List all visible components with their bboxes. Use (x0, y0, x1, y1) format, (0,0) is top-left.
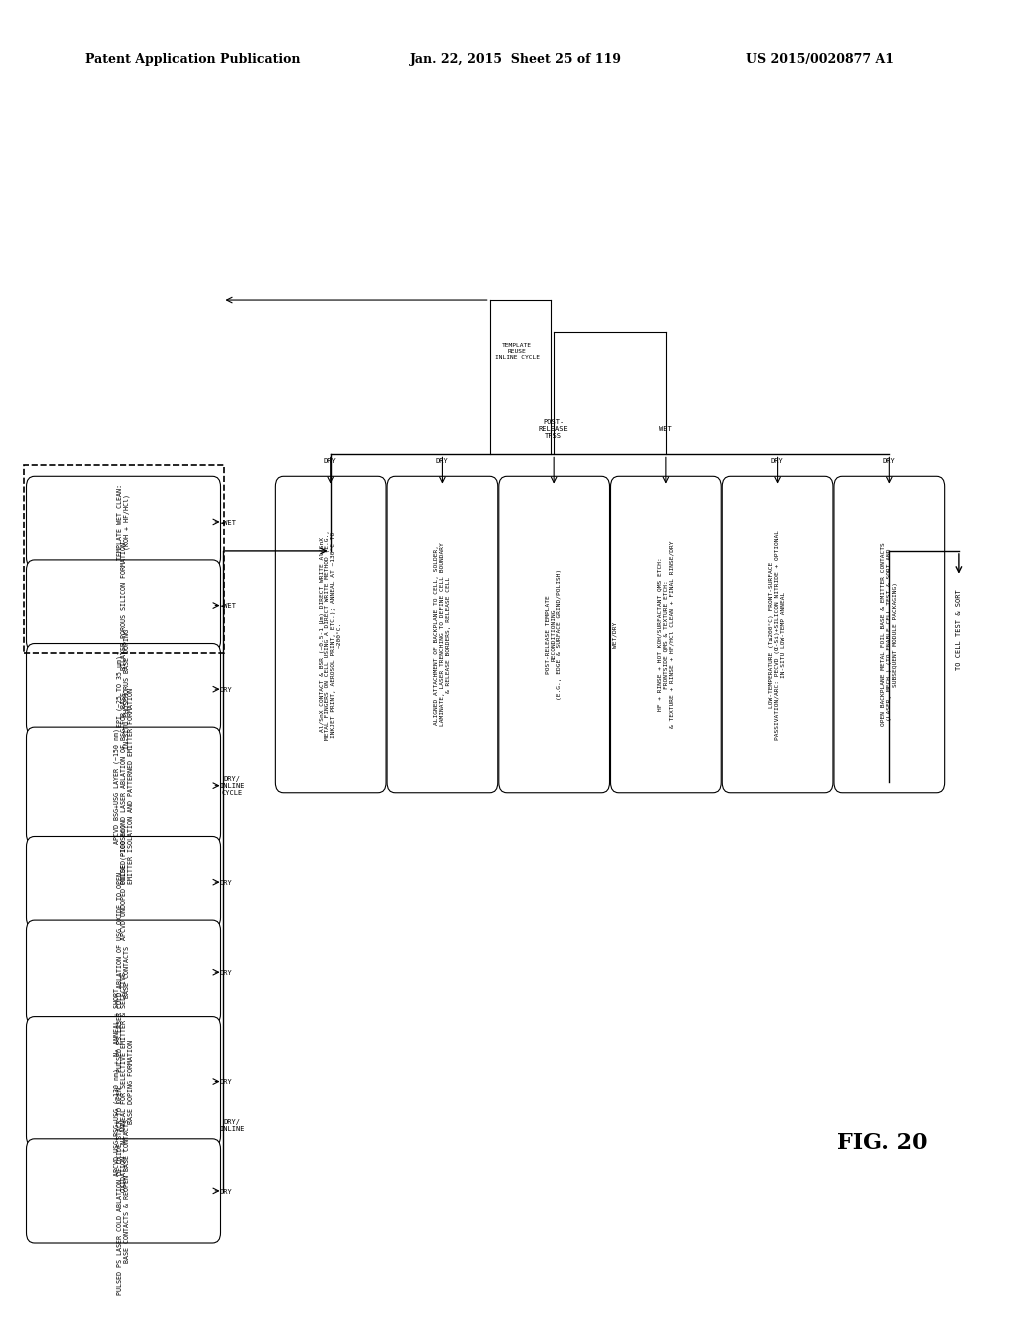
Text: DRY: DRY (219, 880, 232, 886)
Text: PULSED PS LASER COLD ABLATION OF OXIDE STACK TO OPEN
BASE CONTACTS & REOPEN BASE: PULSED PS LASER COLD ABLATION OF OXIDE S… (117, 1086, 130, 1295)
FancyBboxPatch shape (387, 477, 498, 793)
Text: BILAYER POROUS SILICON FORMATION: BILAYER POROUS SILICON FORMATION (121, 541, 127, 669)
FancyBboxPatch shape (27, 560, 220, 651)
Text: APCVD UNDOPED OXIDE (~100 nm): APCVD UNDOPED OXIDE (~100 nm) (120, 824, 127, 940)
Text: TO CELL TEST & SORT: TO CELL TEST & SORT (955, 590, 962, 671)
Text: OPEN BACKPLANE METAL FOIL BASE & EMITTER CONTACTS
(LASER, MECH.) (TO ENABLE CELL: OPEN BACKPLANE METAL FOIL BASE & EMITTER… (881, 543, 898, 726)
FancyBboxPatch shape (27, 1016, 220, 1147)
Text: DRY: DRY (219, 970, 232, 975)
Text: TEMPLATE WET CLEAN:
(KOH + HF/HCl): TEMPLATE WET CLEAN: (KOH + HF/HCl) (117, 484, 130, 560)
Text: US 2015/0020877 A1: US 2015/0020877 A1 (745, 53, 894, 66)
Text: APCVD BSG+USG LAYER (~150 nm)
PULSED PICOSECOND LASER ABLATION OF BSG FOR BASE-
: APCVD BSG+USG LAYER (~150 nm) PULSED PIC… (114, 688, 134, 883)
Text: DRY/
INLINE
CYCLE: DRY/ INLINE CYCLE (219, 776, 245, 796)
Text: ◄WET: ◄WET (219, 603, 237, 610)
FancyBboxPatch shape (27, 920, 220, 1024)
Text: DRY: DRY (219, 1188, 232, 1195)
Text: Jan. 22, 2015  Sheet 25 of 119: Jan. 22, 2015 Sheet 25 of 119 (411, 53, 623, 66)
Text: DRY: DRY (771, 458, 783, 463)
FancyBboxPatch shape (27, 644, 220, 735)
FancyBboxPatch shape (610, 477, 721, 793)
FancyBboxPatch shape (27, 727, 220, 845)
Text: EPI (~25 TO 35 μm):
IN-SITU PHOSPHORUS BASE DOPING: EPI (~25 TO 35 μm): IN-SITU PHOSPHORUS B… (117, 630, 130, 750)
Text: FIG. 20: FIG. 20 (837, 1131, 928, 1154)
Text: DRY: DRY (219, 686, 232, 693)
Text: APCVD USG+PSG+USG (~130 nm) + N₂ ANNEAL + SHORT
OXIDATION + N₂ ANNEAL FOR SELECT: APCVD USG+PSG+USG (~130 nm) + N₂ ANNEAL … (114, 972, 134, 1192)
Text: TEMPLATE
REUSE
INLINE CYCLE: TEMPLATE REUSE INLINE CYCLE (495, 343, 540, 360)
Text: DRY: DRY (324, 458, 337, 463)
FancyBboxPatch shape (27, 1139, 220, 1243)
Text: DRY: DRY (435, 458, 449, 463)
Text: ALIGNED ATTACHMENT OF BACKPLANE TO CELL, SOLDER,
LAMINATE, LASER TRENCHING TO DE: ALIGNED ATTACHMENT OF BACKPLANE TO CELL,… (434, 543, 451, 726)
FancyBboxPatch shape (834, 477, 945, 793)
Text: HF + RINSE + HOT KOH/SURFACTANT QMS ETCH:
FRONTSIDE QMS & TEXTURE ETCH:
& TEXTUR: HF + RINSE + HOT KOH/SURFACTANT QMS ETCH… (657, 541, 674, 729)
Text: POST-RELEASE TEMPLATE
RECONDITIONING
(E.G., EDGE & SURFACE GRIND/POLISH): POST-RELEASE TEMPLATE RECONDITIONING (E.… (546, 569, 562, 700)
Text: WET/DRY: WET/DRY (612, 622, 617, 648)
FancyBboxPatch shape (27, 837, 220, 928)
Text: WET: WET (659, 425, 672, 432)
FancyBboxPatch shape (27, 477, 220, 568)
Text: DRY/
INLINE: DRY/ INLINE (219, 1119, 245, 1133)
Text: LOW-TEMPERATURE (T≤200°C) FRONT-SURFACE
PASSIVATION/ARC: PECVD (α-Si)+SILICON NI: LOW-TEMPERATURE (T≤200°C) FRONT-SURFACE … (769, 529, 785, 739)
Text: Al/SnX CONTACT & BSR (~0.5-1 μm) DIRECT WRITE Al/SnX
METAL FINGERS ON CELL USING: Al/SnX CONTACT & BSR (~0.5-1 μm) DIRECT … (319, 529, 342, 739)
FancyBboxPatch shape (275, 477, 386, 793)
Text: ◄WET: ◄WET (219, 520, 237, 525)
Text: POST-
RELEASE
TFSS: POST- RELEASE TFSS (539, 418, 568, 438)
FancyBboxPatch shape (722, 477, 833, 793)
Text: DRY: DRY (883, 458, 895, 463)
Text: DRY: DRY (219, 1080, 232, 1085)
FancyBboxPatch shape (499, 477, 609, 793)
Text: PULSED PS LASER COLD ABLATION OF USG OXIDE TO OPEN
BASE CONTACTS: PULSED PS LASER COLD ABLATION OF USG OXI… (117, 873, 130, 1072)
Text: Patent Application Publication: Patent Application Publication (85, 53, 301, 66)
